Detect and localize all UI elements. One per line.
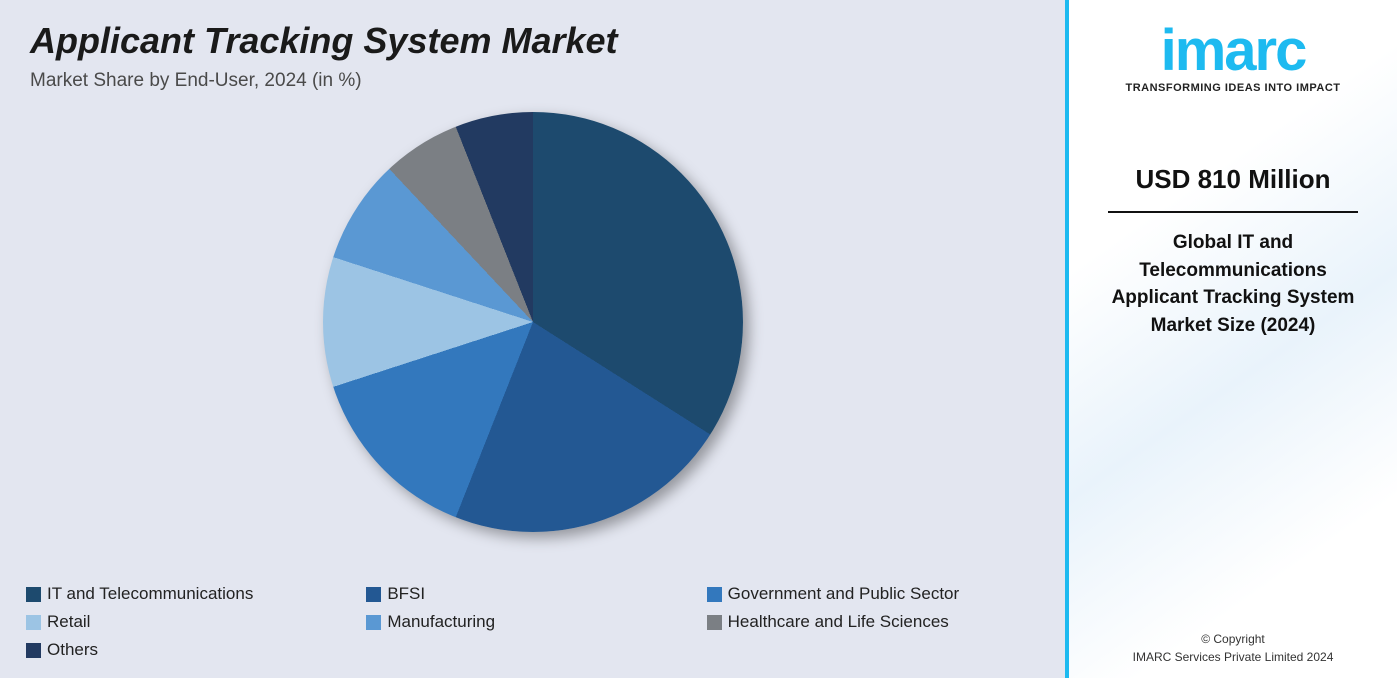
legend-item: Healthcare and Life Sciences	[707, 612, 1039, 632]
stat-value: USD 810 Million	[1108, 164, 1358, 213]
chart-panel: Applicant Tracking System Market Market …	[0, 0, 1065, 678]
logo-tagline: TRANSFORMING IDEAS INTO IMPACT	[1125, 82, 1340, 94]
legend-label: Healthcare and Life Sciences	[728, 612, 949, 632]
copyright-line-2: IMARC Services Private Limited 2024	[1069, 648, 1397, 666]
pie-shadow	[323, 112, 743, 532]
legend-label: IT and Telecommunications	[47, 584, 253, 604]
legend-label: Others	[47, 640, 98, 660]
legend-item: Government and Public Sector	[707, 584, 1039, 604]
logo-wordmark: imarc	[1125, 22, 1340, 80]
stat-description: Global IT and Telecommunications Applica…	[1108, 229, 1358, 339]
legend-label: Manufacturing	[387, 612, 495, 632]
legend-swatch	[26, 643, 41, 658]
legend-swatch	[366, 615, 381, 630]
legend-swatch	[366, 587, 381, 602]
pie-chart	[323, 112, 743, 532]
chart-legend: IT and Telecommunications BFSI Government …	[26, 584, 1039, 660]
copyright-line-1: © Copyright	[1069, 630, 1397, 648]
legend-swatch	[26, 587, 41, 602]
legend-label: Government and Public Sector	[728, 584, 960, 604]
legend-item: Retail	[26, 612, 358, 632]
legend-label: Retail	[47, 612, 90, 632]
legend-item: BFSI	[366, 584, 698, 604]
copyright-notice: © Copyright IMARC Services Private Limit…	[1069, 630, 1397, 666]
chart-subtitle: Market Share by End-User, 2024 (in %)	[30, 70, 1035, 92]
stat-block: USD 810 Million Global IT and Telecommun…	[1108, 164, 1358, 339]
sidebar-panel: imarc TRANSFORMING IDEAS INTO IMPACT USD…	[1065, 0, 1397, 678]
legend-swatch	[707, 615, 722, 630]
legend-label: BFSI	[387, 584, 425, 604]
chart-title: Applicant Tracking System Market	[30, 20, 1035, 62]
legend-item: Others	[26, 640, 358, 660]
brand-logo: imarc TRANSFORMING IDEAS INTO IMPACT	[1125, 22, 1340, 94]
legend-swatch	[707, 587, 722, 602]
pie-chart-area	[30, 102, 1035, 542]
legend-swatch	[26, 615, 41, 630]
legend-item: Manufacturing	[366, 612, 698, 632]
legend-item: IT and Telecommunications	[26, 584, 358, 604]
